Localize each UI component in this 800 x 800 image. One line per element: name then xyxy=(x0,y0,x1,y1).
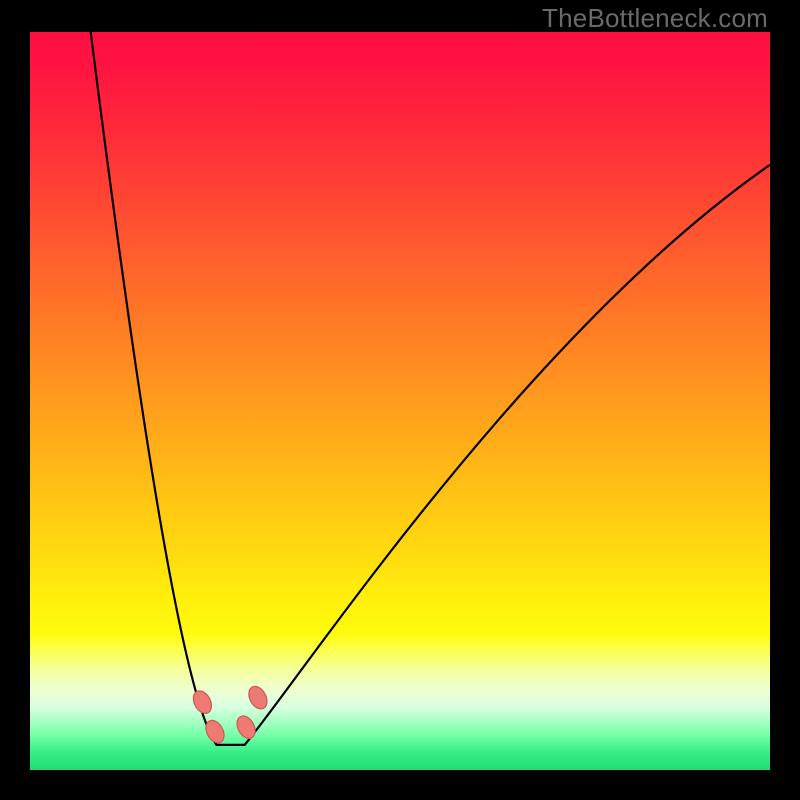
watermark-text: TheBottleneck.com xyxy=(542,3,768,34)
bottleneck-chart xyxy=(0,0,800,800)
